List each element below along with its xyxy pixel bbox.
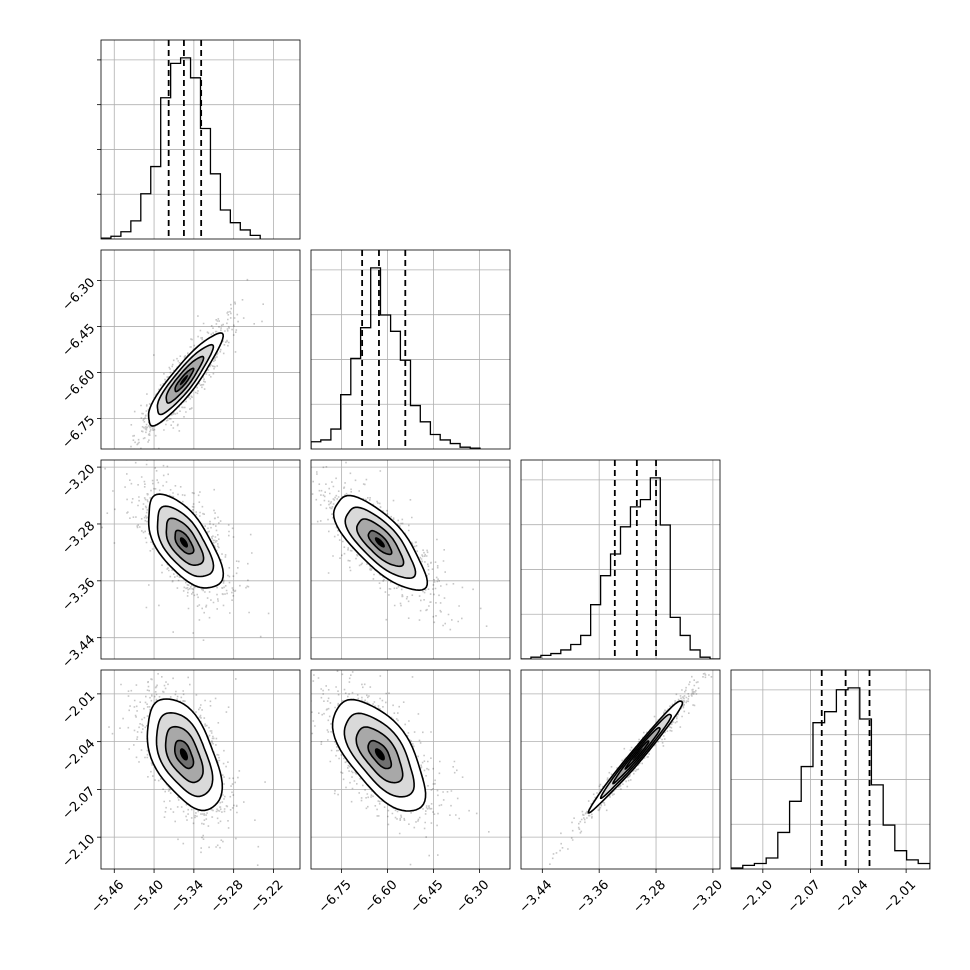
density-peak: [179, 537, 188, 548]
contour-line: [332, 494, 429, 592]
density-peak: [632, 748, 643, 761]
density-peak: [374, 748, 385, 761]
y-tick-label: −3.36: [60, 576, 99, 615]
panel-content: [731, 670, 930, 869]
contour-line: [146, 698, 224, 812]
contour-line: [156, 505, 215, 578]
panel-frame: [730, 669, 931, 870]
panel-content: [311, 461, 488, 631]
contour-line: [367, 529, 393, 556]
histogram-panel-1: [310, 249, 511, 450]
x-tick-label: −3.20: [687, 877, 726, 916]
x-tick-label: −5.34: [168, 877, 207, 916]
x-tick-label: −5.46: [89, 877, 128, 916]
contour-line: [174, 529, 195, 555]
y-tick-label: −6.30: [60, 275, 99, 314]
contour-line: [174, 739, 195, 770]
histogram-step: [311, 267, 481, 449]
histogram-step: [731, 687, 930, 869]
panel-frame: [520, 669, 721, 870]
histogram-step: [101, 57, 261, 239]
panel-content: [101, 40, 261, 239]
contour-line: [174, 367, 195, 393]
contour-line: [156, 343, 215, 416]
panel-content: [128, 278, 264, 449]
x-tick-label: −3.28: [630, 877, 669, 916]
panel-frame: [310, 669, 511, 870]
contour-line: [355, 726, 404, 784]
x-tick-label: −3.44: [517, 877, 556, 916]
panel-content: [311, 670, 490, 866]
x-tick-label: −6.30: [454, 877, 493, 916]
y-tick-label: −2.04: [60, 736, 99, 775]
panel-frame: [100, 39, 301, 240]
y-tick-label: −2.01: [60, 689, 99, 728]
histogram-panel-0: [97, 39, 301, 240]
density-peak: [179, 748, 188, 761]
contour-line: [587, 700, 684, 814]
panel-frame: [310, 249, 511, 450]
x-tick-label: −2.01: [880, 877, 919, 916]
x-tick-label: −5.40: [128, 877, 167, 916]
panel-frame: [310, 459, 511, 660]
scatter-panel-3-2: [520, 669, 721, 873]
panel-frame: [100, 669, 301, 870]
contour-line: [165, 355, 205, 404]
x-tick-label: −2.04: [833, 877, 872, 916]
panel-frame: [520, 459, 721, 660]
x-tick-label: −6.75: [316, 877, 355, 916]
y-tick-label: −6.75: [60, 413, 99, 452]
y-tick-label: −3.20: [60, 462, 99, 501]
y-tick-label: −2.10: [60, 832, 99, 871]
y-tick-label: −6.60: [60, 367, 99, 406]
contour-line: [165, 517, 205, 566]
histogram-step: [521, 477, 720, 659]
panel-content: [101, 460, 270, 641]
histogram-panel-2: [520, 459, 721, 660]
scatter-panel-2-0: [97, 459, 301, 660]
contour-line: [343, 712, 415, 798]
x-tick-label: −5.28: [208, 877, 247, 916]
density-peak: [374, 537, 385, 548]
contour-line: [155, 711, 214, 798]
density-peak: [179, 375, 188, 386]
x-tick-label: −2.07: [785, 877, 824, 916]
scatter-panel-3-0: [97, 669, 301, 873]
contour-line: [355, 518, 405, 568]
x-tick-label: −3.36: [573, 877, 612, 916]
x-tick-label: −6.60: [362, 877, 401, 916]
contour-line: [164, 725, 204, 784]
contour-line: [624, 740, 650, 770]
scatter-panel-3-1: [310, 669, 511, 873]
contour-line: [612, 726, 661, 785]
panel-frame: [100, 459, 301, 660]
contour-line: [367, 739, 393, 770]
histogram-panel-3: [730, 669, 931, 873]
scatter-panel-2-1: [310, 459, 511, 660]
x-tick-label: −5.22: [248, 877, 287, 916]
contour-line: [147, 493, 225, 589]
y-tick-label: −3.28: [60, 519, 99, 558]
panel-frame: [100, 249, 301, 450]
panel-content: [549, 672, 713, 865]
contour-line: [147, 332, 225, 427]
scatter-panel-1-0: [97, 249, 301, 450]
y-tick-label: −6.45: [60, 321, 99, 360]
x-tick-label: −6.45: [408, 877, 447, 916]
panel-content: [108, 673, 266, 866]
contour-line: [344, 506, 417, 580]
panel-content: [311, 250, 481, 449]
contour-line: [599, 713, 672, 799]
panel-content: [521, 460, 720, 659]
contour-line: [331, 698, 427, 812]
x-tick-label: −2.10: [737, 877, 776, 916]
y-tick-label: −2.07: [60, 784, 99, 823]
y-tick-label: −3.44: [60, 632, 99, 671]
